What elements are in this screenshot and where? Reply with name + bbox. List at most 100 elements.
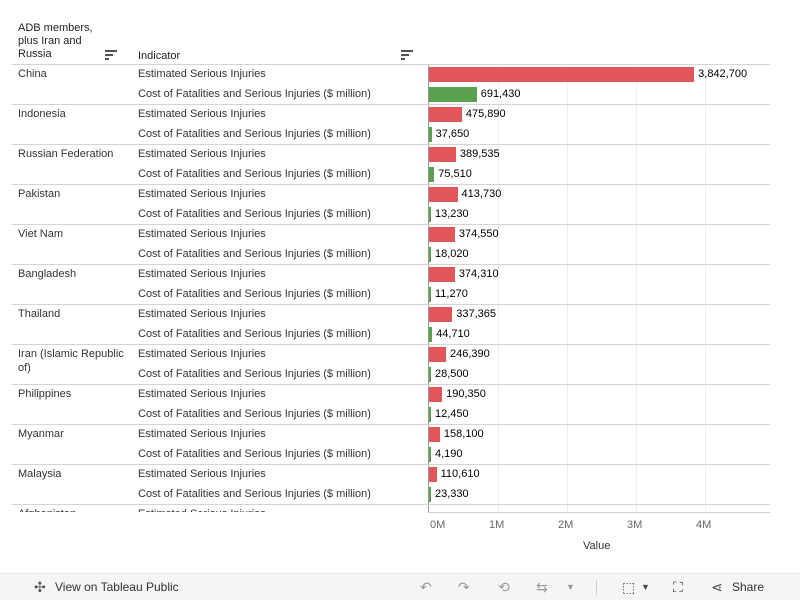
bar-value-label: 691,430 bbox=[480, 88, 521, 100]
bar-value-label: 374,550 bbox=[458, 228, 499, 240]
bar-injuries[interactable] bbox=[429, 387, 443, 402]
bar-injuries[interactable] bbox=[429, 187, 458, 202]
bar-cost[interactable] bbox=[429, 127, 432, 142]
country-label: China bbox=[18, 68, 47, 80]
indicator-label-injuries: Estimated Serious Injuries bbox=[138, 188, 266, 200]
country-column-header: ADB members, plus Iran and Russia bbox=[18, 22, 93, 60]
download-menu-icon[interactable]: ▼ bbox=[641, 582, 650, 592]
gridline bbox=[705, 64, 706, 512]
bar-injuries[interactable] bbox=[429, 267, 455, 282]
x-tick-label: 1M bbox=[489, 519, 505, 531]
indicator-label-injuries: Estimated Serious Injuries bbox=[138, 348, 266, 360]
country-group: Viet Nam Estimated Serious Injuries Cost o… bbox=[12, 224, 770, 265]
bar-value-label: 11,270 bbox=[435, 288, 468, 300]
country-group: AfghanistanEstimated Serious InjuriesCos… bbox=[12, 504, 770, 512]
refresh-icon[interactable]: ⇆ bbox=[536, 579, 548, 595]
indicator-label-cost: Cost of Fatalities and Serious Injuries … bbox=[138, 248, 371, 260]
country-group: Russian Federation Estimated Serious Inju… bbox=[12, 144, 770, 185]
bar-cost[interactable] bbox=[429, 87, 477, 102]
country-group: Pakistan Estimated Serious Injuries Cost o… bbox=[12, 184, 770, 225]
bar-value-label: 13,230 bbox=[435, 208, 469, 220]
indicator-label-cost: Cost of Fatalities and Serious Injuries … bbox=[138, 288, 371, 300]
country-group: China Estimated Serious Injuries Cost of F… bbox=[12, 64, 770, 105]
revert-icon[interactable]: ⟲ bbox=[498, 579, 510, 595]
indicator-label-cost: Cost of Fatalities and Serious Injuries … bbox=[138, 168, 371, 180]
share-button[interactable]: Share bbox=[732, 580, 765, 594]
indicator-label-cost: Cost of Fatalities and Serious Injuries … bbox=[138, 128, 371, 140]
indicator-label-injuries: Estimated Serious Injuries bbox=[138, 468, 266, 480]
indicator-label-cost: Cost of Fatalities and Serious Injuries … bbox=[138, 488, 371, 500]
indicator-label-cost: Cost of Fatalities and Serious Injuries … bbox=[138, 328, 371, 340]
country-label: Indonesia bbox=[18, 108, 66, 120]
bar-value-label: 4,190 bbox=[435, 448, 463, 460]
gridline bbox=[498, 64, 499, 512]
x-tick-label: 2M bbox=[558, 519, 574, 531]
country-group: Thailand Estimated Serious Injuries Cost o… bbox=[12, 304, 770, 345]
x-axis-label: Value bbox=[583, 540, 611, 552]
bar-injuries[interactable] bbox=[429, 307, 453, 322]
plot-area bbox=[428, 64, 770, 512]
sort-country-icon[interactable] bbox=[105, 50, 117, 60]
indicator-label-injuries: Estimated Serious Injuries bbox=[138, 428, 266, 440]
indicator-label-cost: Cost of Fatalities and Serious Injuries … bbox=[138, 88, 371, 100]
bar-value-label: 110,610 bbox=[440, 468, 480, 480]
indicator-label-cost: Cost of Fatalities and Serious Injuries … bbox=[138, 448, 371, 460]
bar-value-label: 413,730 bbox=[461, 188, 502, 200]
country-label: Iran (Islamic Republic of) bbox=[18, 348, 124, 374]
bar-cost[interactable] bbox=[429, 167, 435, 182]
country-group: Malaysia Estimated Serious Injuries Cost o… bbox=[12, 464, 770, 505]
bar-value-label: 337,365 bbox=[456, 308, 497, 320]
redo-icon[interactable]: ↷ bbox=[458, 579, 470, 595]
indicator-label-injuries: Estimated Serious Injuries bbox=[138, 228, 266, 240]
country-label: Myanmar bbox=[18, 428, 64, 440]
country-label: Russian Federation bbox=[18, 148, 114, 160]
country-label: Bangladesh bbox=[18, 268, 77, 280]
download-icon[interactable]: ⬚ bbox=[622, 579, 636, 595]
country-label: Pakistan bbox=[18, 188, 61, 200]
country-group: Bangladesh Estimated Serious Injuries Cost… bbox=[12, 264, 770, 305]
refresh-menu-icon[interactable]: ▼ bbox=[566, 582, 575, 592]
x-tick-label: 0M bbox=[430, 519, 446, 531]
indicator-label-cost: Cost of Fatalities and Serious Injuries … bbox=[138, 408, 371, 420]
tableau-logo-icon[interactable]: ✣ bbox=[34, 579, 46, 595]
bar-injuries[interactable] bbox=[429, 347, 446, 362]
country-label: Viet Nam bbox=[18, 228, 64, 240]
bar-cost[interactable] bbox=[429, 247, 431, 262]
fullscreen-icon[interactable]: ⛶ bbox=[673, 579, 683, 595]
bar-injuries[interactable] bbox=[429, 427, 440, 442]
indicator-label-injuries: Estimated Serious Injuries bbox=[138, 68, 266, 80]
bar-injuries[interactable] bbox=[429, 107, 462, 122]
gridline bbox=[636, 64, 637, 512]
bar-cost[interactable] bbox=[429, 327, 433, 342]
view-on-tableau-link[interactable]: View on Tableau Public bbox=[55, 580, 179, 594]
indicator-label-injuries: Estimated Serious Injuries bbox=[138, 308, 266, 320]
indicator-label-cost: Cost of Fatalities and Serious Injuries … bbox=[138, 368, 371, 380]
country-group: Indonesia Estimated Serious Injuries Cost … bbox=[12, 104, 770, 145]
bar-cost[interactable] bbox=[429, 207, 431, 222]
sort-indicator-icon[interactable] bbox=[401, 50, 413, 60]
bar-value-label: 23,330 bbox=[435, 488, 469, 500]
undo-icon[interactable]: ↶ bbox=[420, 579, 432, 595]
toolbar-divider bbox=[596, 580, 597, 595]
bar-cost[interactable] bbox=[429, 407, 431, 422]
bar-injuries[interactable] bbox=[429, 467, 437, 482]
country-label: Philippines bbox=[18, 388, 72, 400]
bar-injuries[interactable] bbox=[429, 67, 695, 82]
indicator-column-header: Indicator bbox=[138, 50, 181, 62]
bar-value-label: 158,100 bbox=[443, 428, 484, 440]
bar-cost[interactable] bbox=[429, 367, 431, 382]
bar-cost[interactable] bbox=[429, 487, 431, 502]
data-table: China Estimated Serious Injuries Cost of F… bbox=[0, 64, 800, 512]
bar-value-label: 3,842,700 bbox=[698, 68, 748, 80]
bar-value-label: 12,450 bbox=[435, 408, 469, 420]
bar-cost[interactable] bbox=[429, 287, 431, 302]
bar-injuries[interactable] bbox=[429, 147, 456, 162]
indicator-label-injuries: Estimated Serious Injuries bbox=[138, 507, 266, 512]
bar-value-label: 75,510 bbox=[438, 168, 472, 180]
bar-injuries[interactable] bbox=[429, 227, 455, 242]
bar-value-label: 44,710 bbox=[436, 328, 470, 340]
bar-value-label: 37,650 bbox=[435, 128, 470, 140]
share-icon[interactable]: ⋖ bbox=[711, 579, 723, 595]
country-label: Afghanistan bbox=[18, 507, 126, 512]
bar-cost[interactable] bbox=[429, 447, 431, 462]
